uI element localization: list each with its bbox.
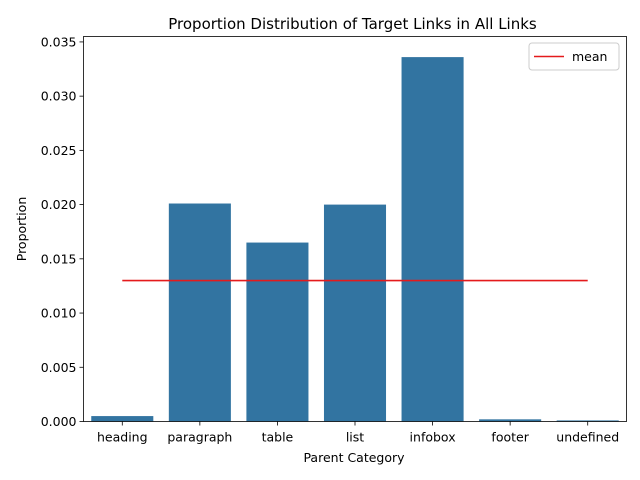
bar-footer <box>479 419 542 422</box>
x-tick-label: table <box>262 430 294 445</box>
y-tick-label: 0.005 <box>41 360 77 375</box>
x-axis-label: Parent Category <box>303 450 405 465</box>
y-tick-label: 0.030 <box>41 89 77 104</box>
bar-heading <box>91 416 154 422</box>
plot-frame <box>83 36 627 422</box>
x-axis: heading paragraph table list infobox footer un… <box>97 421 619 445</box>
x-tick-label: infobox <box>410 430 456 445</box>
bar-table <box>246 242 309 422</box>
x-tick-label: list <box>346 430 364 445</box>
y-tick-label: 0.020 <box>41 197 77 212</box>
chart-title: Proportion Distribution of Target Links … <box>168 15 537 33</box>
x-tick-label: heading <box>97 430 148 445</box>
y-axis-label: Proportion <box>14 197 29 262</box>
y-tick-label: 0.025 <box>41 143 77 158</box>
y-tick-label: 0.010 <box>41 306 77 321</box>
bar-infobox <box>401 57 464 422</box>
bar-undefined <box>556 420 619 422</box>
legend-mean-label: mean <box>572 49 607 64</box>
x-tick-label: undefined <box>556 430 619 445</box>
y-axis: 0.000 0.005 0.010 0.015 0.020 0.025 0.030 0.035 <box>41 34 84 429</box>
y-tick-label: 0.035 <box>41 34 77 49</box>
bar-list <box>323 204 387 422</box>
legend-box <box>528 42 620 71</box>
legend: mean <box>528 42 620 71</box>
y-tick-label: 0.000 <box>41 414 77 429</box>
x-tick-label: paragraph <box>167 430 232 445</box>
bar-paragraph <box>168 203 231 422</box>
bars <box>91 57 619 422</box>
x-tick-label: footer <box>491 430 529 445</box>
y-tick-label: 0.015 <box>41 251 77 266</box>
